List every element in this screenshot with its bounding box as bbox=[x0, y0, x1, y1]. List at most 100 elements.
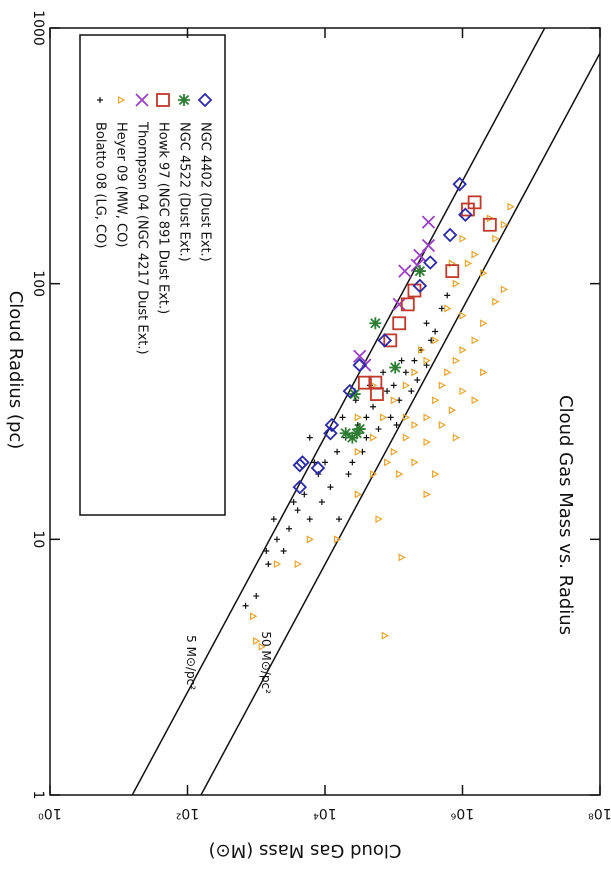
legend-box bbox=[79, 34, 226, 516]
point bbox=[458, 207, 473, 223]
point bbox=[242, 602, 249, 609]
point bbox=[402, 381, 411, 390]
point bbox=[370, 403, 377, 410]
point bbox=[286, 525, 293, 532]
marker-part bbox=[459, 234, 467, 243]
point bbox=[253, 637, 261, 646]
marker-part bbox=[117, 95, 126, 105]
point bbox=[500, 220, 509, 229]
marker-part bbox=[390, 447, 399, 456]
marker-part bbox=[402, 369, 409, 376]
point bbox=[197, 92, 213, 108]
legend-label: Thompson 04 (NGC 4217 Dust Ext.) bbox=[135, 121, 150, 355]
point bbox=[432, 470, 440, 479]
marker-part bbox=[458, 207, 473, 223]
marker-part bbox=[306, 516, 313, 523]
point bbox=[290, 498, 297, 505]
point bbox=[384, 388, 391, 395]
point bbox=[444, 292, 451, 299]
point bbox=[370, 387, 384, 401]
point bbox=[459, 387, 467, 396]
marker-part bbox=[402, 381, 411, 390]
marker-part bbox=[334, 448, 341, 455]
point bbox=[294, 507, 301, 514]
point bbox=[445, 264, 460, 278]
marker-part bbox=[507, 202, 515, 211]
marker-part bbox=[423, 255, 438, 270]
x-tick-label: 10⁶ bbox=[450, 805, 474, 821]
point bbox=[432, 336, 440, 345]
x-tick-label: 10⁰ bbox=[38, 805, 62, 821]
point bbox=[471, 396, 479, 405]
point bbox=[438, 381, 447, 390]
point bbox=[339, 427, 352, 440]
point bbox=[392, 316, 407, 331]
point bbox=[411, 458, 419, 467]
point bbox=[444, 304, 452, 313]
point bbox=[411, 420, 419, 430]
point bbox=[324, 417, 340, 433]
point bbox=[408, 388, 415, 395]
marker-part bbox=[411, 357, 418, 364]
marker-part bbox=[398, 553, 406, 562]
point bbox=[402, 433, 411, 442]
point bbox=[292, 457, 308, 473]
point bbox=[459, 234, 467, 243]
point bbox=[423, 413, 431, 422]
marker-part bbox=[318, 498, 325, 505]
marker-part bbox=[387, 414, 394, 421]
point bbox=[253, 593, 260, 600]
marker-part bbox=[423, 413, 431, 422]
point bbox=[280, 548, 287, 555]
marker-part bbox=[482, 217, 497, 232]
marker-part bbox=[459, 346, 467, 355]
marker-part bbox=[444, 292, 451, 299]
marker-part bbox=[471, 396, 479, 405]
marker-part bbox=[445, 264, 460, 278]
marker-part bbox=[459, 387, 467, 396]
marker-part bbox=[294, 560, 302, 569]
marker-part bbox=[265, 561, 272, 568]
marker-part bbox=[369, 470, 378, 479]
marker-part bbox=[363, 434, 370, 441]
marker-part bbox=[444, 304, 452, 313]
marker-part bbox=[471, 250, 479, 259]
point bbox=[452, 433, 461, 442]
point bbox=[412, 278, 428, 294]
point bbox=[318, 498, 325, 505]
marker-part bbox=[323, 425, 338, 441]
marker-part bbox=[346, 431, 359, 444]
point bbox=[413, 248, 427, 263]
point bbox=[375, 515, 383, 524]
marker-part bbox=[345, 471, 352, 478]
point bbox=[482, 217, 497, 232]
point bbox=[432, 396, 440, 405]
point bbox=[444, 368, 452, 377]
point bbox=[380, 369, 387, 376]
point bbox=[354, 490, 363, 499]
marker-part bbox=[442, 227, 458, 243]
point bbox=[292, 479, 308, 495]
marker-part bbox=[381, 631, 390, 640]
marker-part bbox=[301, 491, 308, 498]
point bbox=[339, 414, 346, 421]
point bbox=[480, 269, 488, 278]
marker-part bbox=[411, 420, 419, 430]
point bbox=[306, 516, 313, 523]
point bbox=[421, 215, 436, 229]
marker-part bbox=[392, 316, 407, 331]
point bbox=[507, 202, 515, 211]
marker-part bbox=[357, 375, 372, 390]
point bbox=[414, 376, 421, 383]
point bbox=[334, 535, 342, 544]
marker-part bbox=[327, 484, 334, 491]
marker-part bbox=[352, 397, 359, 404]
point bbox=[423, 490, 431, 499]
marker-part bbox=[270, 516, 277, 523]
marker-part bbox=[263, 548, 270, 555]
marker-part bbox=[375, 515, 383, 524]
marker-part bbox=[452, 279, 461, 288]
marker-part bbox=[423, 362, 430, 369]
marker-part bbox=[354, 413, 363, 422]
legend-label: NGC 4522 (Dust Ext.) bbox=[177, 122, 192, 262]
